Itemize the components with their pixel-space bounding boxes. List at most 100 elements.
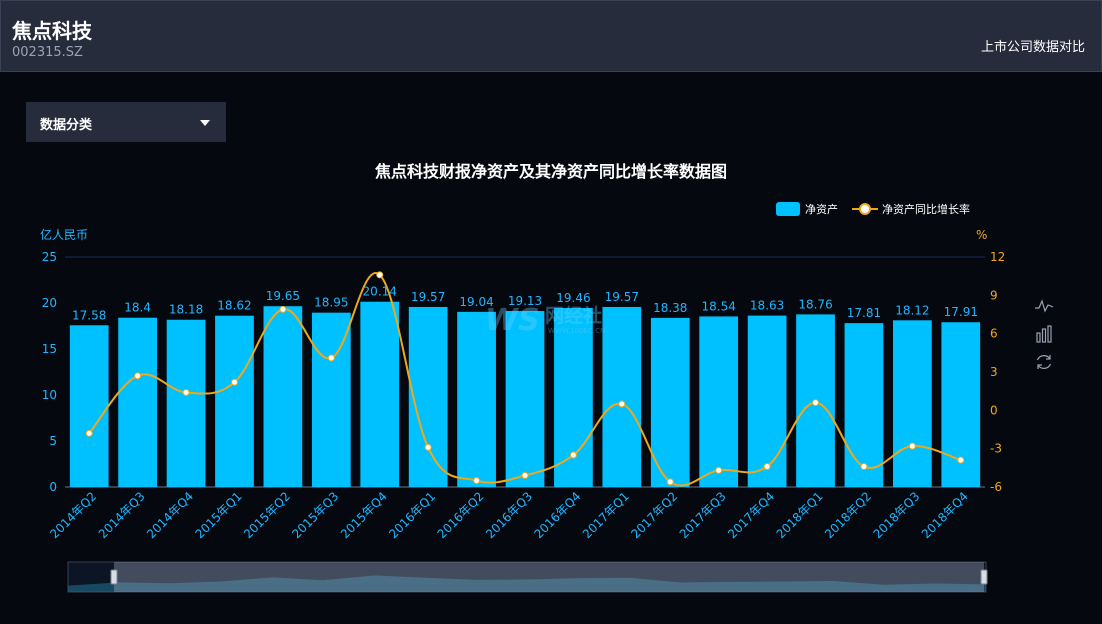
- x-tick-label: 2018年Q3: [870, 489, 922, 541]
- right-axis-tick: 12: [990, 250, 1005, 264]
- zoom-slider-window: [114, 562, 984, 592]
- right-axis-unit: %: [976, 228, 987, 242]
- bar-data-label: 18.95: [314, 296, 348, 310]
- x-tick-label: 2016年Q4: [531, 489, 583, 541]
- bar-2017年Q1: [602, 306, 642, 487]
- bar-2016年Q1: [408, 306, 448, 487]
- left-axis-tick: 15: [42, 342, 57, 356]
- x-tick-label: 2017年Q1: [580, 489, 632, 541]
- legend-bar-swatch: [776, 202, 800, 216]
- chart-title: 焦点科技财报净资产及其净资产同比增长率数据图: [374, 162, 727, 181]
- bar-data-label: 17.81: [847, 306, 881, 320]
- zoom-start-handle[interactable]: [110, 569, 118, 585]
- legend-label-growth-rate: 净资产同比增长率: [882, 202, 970, 216]
- line-chart-icon[interactable]: [1034, 296, 1054, 316]
- growth-rate-point-2017年Q1: [618, 400, 626, 408]
- x-tick-label: 2014年Q2: [47, 489, 99, 541]
- x-tick-label: 2016年Q2: [435, 489, 487, 541]
- left-axis-tick: 0: [49, 480, 57, 494]
- left-axis-tick: 10: [42, 388, 57, 402]
- category-dropdown-label: 数据分类: [40, 118, 93, 133]
- right-axis-tick: -3: [990, 442, 1002, 456]
- bar-2015年Q1: [215, 315, 254, 487]
- zoom-slider[interactable]: [67, 561, 988, 593]
- compare-companies-link[interactable]: 上市公司数据对比: [980, 40, 1085, 55]
- growth-rate-point-2015年Q1: [230, 378, 238, 386]
- left-axis-tick: 20: [42, 296, 57, 310]
- bar-2014年Q2: [69, 325, 109, 487]
- x-tick-label: 2018年Q4: [919, 489, 971, 541]
- watermark-brand: 网经社: [545, 304, 602, 327]
- right-axis-tick: 3: [990, 365, 998, 379]
- growth-rate-point-2016年Q3: [521, 472, 529, 479]
- left-axis-tick: 5: [49, 434, 57, 448]
- bar-data-label: 18.18: [169, 303, 203, 317]
- bar-data-label: 18.38: [653, 301, 687, 315]
- x-tick-label: 2017年Q2: [628, 489, 680, 541]
- watermark-logo-icon: WS: [485, 303, 540, 338]
- x-tick-label: 2015年Q2: [241, 489, 293, 541]
- chevron-down-icon: [200, 120, 210, 126]
- bar-2018年Q2: [844, 323, 884, 487]
- growth-rate-point-2017年Q2: [666, 478, 674, 486]
- growth-rate-point-2015年Q2: [279, 305, 287, 313]
- bar-2014年Q3: [118, 317, 157, 487]
- bar-data-label: 18.62: [217, 299, 251, 313]
- right-axis-tick: 6: [990, 327, 998, 341]
- bar-2017年Q2: [650, 317, 690, 487]
- bar-2014年Q4: [166, 319, 206, 487]
- growth-rate-point-2018年Q1: [812, 399, 820, 407]
- growth-rate-point-2016年Q1: [424, 443, 432, 451]
- bar-data-label: 18.12: [895, 303, 929, 317]
- legend-line-marker: [859, 203, 871, 215]
- x-tick-label: 2015年Q3: [289, 489, 341, 541]
- x-tick-label: 2014年Q3: [96, 489, 148, 541]
- bar-2017年Q4: [747, 315, 787, 487]
- company-name: 焦点科技: [12, 19, 92, 43]
- growth-rate-point-2016年Q2: [473, 477, 481, 485]
- growth-rate-point-2015年Q4: [376, 271, 384, 279]
- zoom-slider-preview: [68, 575, 986, 592]
- x-tick-label: 2016年Q3: [483, 489, 535, 541]
- left-axis-unit: 亿人民币: [40, 227, 88, 242]
- header-bar: 焦点科技 002315.SZ 上市公司数据对比: [0, 0, 1102, 72]
- growth-rate-point-2014年Q4: [182, 388, 190, 396]
- growth-rate-point-2018年Q4: [957, 456, 965, 464]
- zoom-end-handle[interactable]: [980, 569, 988, 585]
- bar-data-label: 20.14: [363, 285, 397, 299]
- x-tick-label: 2015年Q4: [338, 489, 390, 541]
- bar-data-label: 18.54: [702, 299, 736, 313]
- x-tick-label: 2017年Q4: [725, 489, 777, 541]
- x-tick-label: 2016年Q1: [386, 489, 438, 541]
- bar-2015年Q2: [263, 306, 303, 487]
- bar-2016年Q3: [505, 311, 545, 487]
- legend-label-net-assets: 净资产: [805, 202, 838, 216]
- right-axis-tick: 0: [990, 403, 998, 417]
- growth-rate-point-2016年Q4: [569, 451, 577, 459]
- bar-data-label: 18.4: [124, 301, 151, 315]
- bar-2015年Q3: [311, 312, 351, 487]
- bar-data-label: 19.04: [459, 295, 493, 309]
- category-dropdown[interactable]: 数据分类: [26, 102, 226, 142]
- x-tick-label: 2014年Q4: [144, 489, 196, 541]
- bar-2015年Q4: [360, 301, 400, 487]
- bar-data-label: 17.91: [944, 305, 978, 319]
- right-axis-tick: 9: [990, 288, 998, 302]
- x-tick-label: 2017年Q3: [677, 489, 729, 541]
- chart-toolbox: [1034, 296, 1054, 380]
- bar-data-label: 19.57: [411, 290, 445, 304]
- growth-rate-point-2018年Q3: [908, 442, 916, 450]
- right-axis-tick: -6: [990, 480, 1002, 494]
- bar-data-label: 19.65: [266, 289, 300, 303]
- growth-rate-point-2014年Q3: [134, 372, 142, 380]
- x-tick-label: 2015年Q1: [193, 489, 245, 541]
- x-tick-label: 2018年Q1: [774, 489, 826, 541]
- bar-chart-icon[interactable]: [1034, 324, 1054, 344]
- growth-rate-point-2018年Q2: [860, 463, 868, 471]
- refresh-icon[interactable]: [1034, 352, 1054, 372]
- bar-data-label: 19.57: [605, 290, 639, 304]
- left-axis-tick: 25: [42, 250, 57, 264]
- bar-data-label: 19.13: [508, 294, 542, 308]
